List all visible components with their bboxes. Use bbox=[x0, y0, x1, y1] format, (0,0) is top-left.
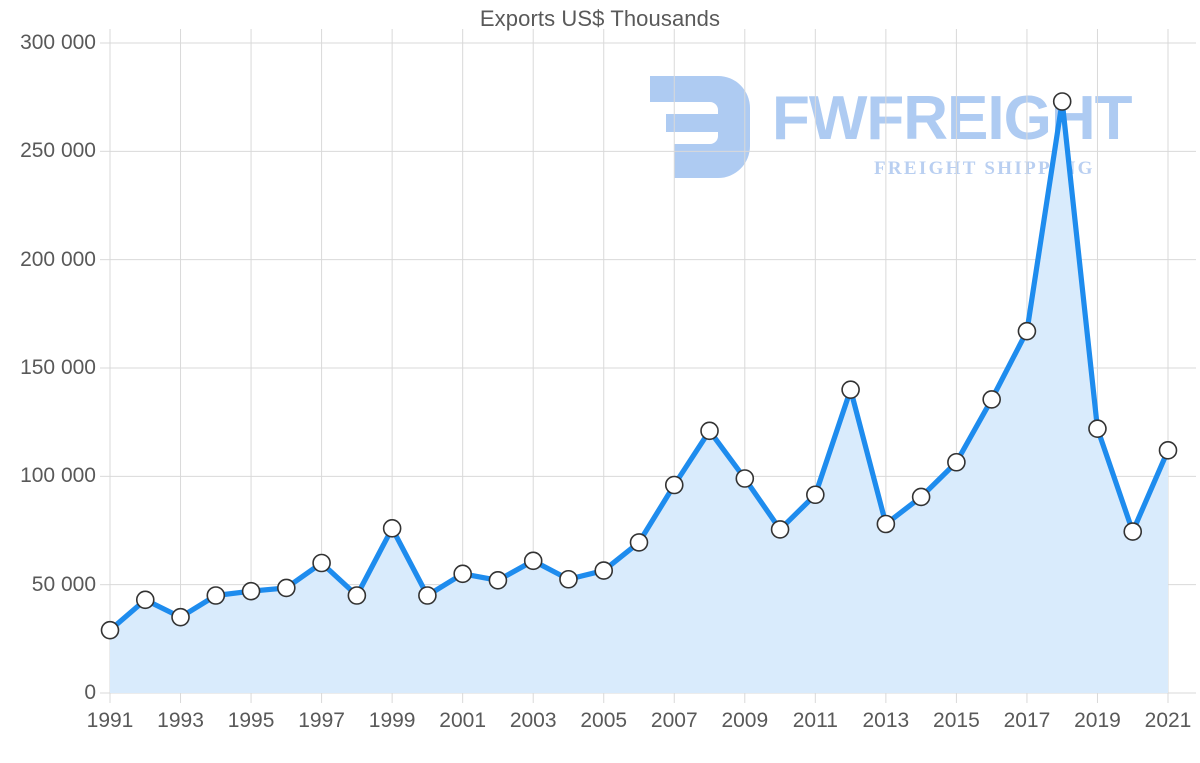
data-point-marker bbox=[523, 551, 543, 571]
chart-title: Exports US$ Thousands bbox=[479, 6, 721, 31]
data-point-marker bbox=[206, 586, 226, 605]
data-point-marker bbox=[806, 485, 825, 505]
data-point-marker bbox=[347, 586, 367, 605]
data-point-marker bbox=[241, 581, 261, 601]
data-point-marker bbox=[876, 514, 896, 534]
data-point-marker bbox=[947, 452, 966, 472]
x-axis-tick-label: 2011 bbox=[792, 709, 838, 732]
y-axis-tick-label: 200 000 bbox=[20, 247, 96, 271]
series-area-fill bbox=[110, 101, 1168, 693]
data-point-marker bbox=[488, 571, 508, 590]
data-point-marker bbox=[277, 578, 296, 598]
data-point-marker bbox=[1088, 419, 1107, 438]
data-point-marker bbox=[453, 564, 472, 584]
x-axis-tick-label: 2013 bbox=[862, 709, 910, 732]
data-point-marker bbox=[559, 569, 578, 589]
data-point-marker bbox=[382, 519, 402, 538]
x-axis-tick-label: 1997 bbox=[298, 709, 345, 732]
data-point-marker bbox=[735, 469, 755, 488]
y-axis-tick-label: 0 bbox=[84, 681, 96, 704]
y-axis-tick-label: 50 000 bbox=[31, 572, 96, 596]
data-point-marker bbox=[135, 590, 155, 610]
x-axis-tick-label: 2021 bbox=[1144, 709, 1192, 732]
x-axis-tick-label: 2005 bbox=[580, 709, 628, 732]
data-point-marker bbox=[841, 380, 860, 399]
x-axis-tick-label: 2007 bbox=[650, 709, 698, 732]
tick-marks bbox=[100, 42, 1169, 703]
data-point-marker bbox=[629, 533, 649, 552]
y-axis-tick-label: 300 000 bbox=[20, 31, 96, 54]
data-point-marker bbox=[1158, 441, 1178, 460]
data-point-marker bbox=[418, 586, 437, 605]
data-point-marker bbox=[100, 620, 120, 640]
data-point-marker bbox=[312, 553, 331, 573]
x-axis-tick-label: 2015 bbox=[933, 709, 980, 732]
y-axis-tick-label: 250 000 bbox=[20, 139, 96, 163]
x-axis-tick-label: 2017 bbox=[1003, 709, 1051, 732]
x-axis-tick-label: 1995 bbox=[227, 709, 275, 732]
series-markers bbox=[100, 92, 1178, 640]
data-point-marker bbox=[911, 487, 931, 507]
x-axis-tick-label: 1993 bbox=[157, 709, 204, 732]
y-axis-tick-label: 150 000 bbox=[20, 356, 96, 379]
data-point-marker bbox=[1123, 522, 1143, 541]
x-axis-tick-label: 2009 bbox=[721, 709, 769, 732]
data-point-marker bbox=[594, 561, 614, 580]
x-axis-tick-label: 1991 bbox=[86, 709, 134, 732]
x-axis-tick-label: 2001 bbox=[439, 709, 487, 732]
data-point-marker bbox=[1017, 321, 1037, 341]
x-axis-tick-label: 2019 bbox=[1074, 709, 1121, 732]
data-point-marker bbox=[982, 390, 1001, 409]
data-point-marker bbox=[171, 607, 190, 627]
x-axis-tick-label: 2003 bbox=[509, 709, 557, 732]
data-point-marker bbox=[700, 421, 719, 441]
data-point-marker bbox=[1052, 92, 1072, 111]
x-axis-tick-label: 1999 bbox=[368, 709, 416, 732]
data-point-marker bbox=[770, 520, 790, 539]
y-axis-tick-label: 100 000 bbox=[20, 464, 96, 488]
data-point-marker bbox=[664, 475, 684, 495]
